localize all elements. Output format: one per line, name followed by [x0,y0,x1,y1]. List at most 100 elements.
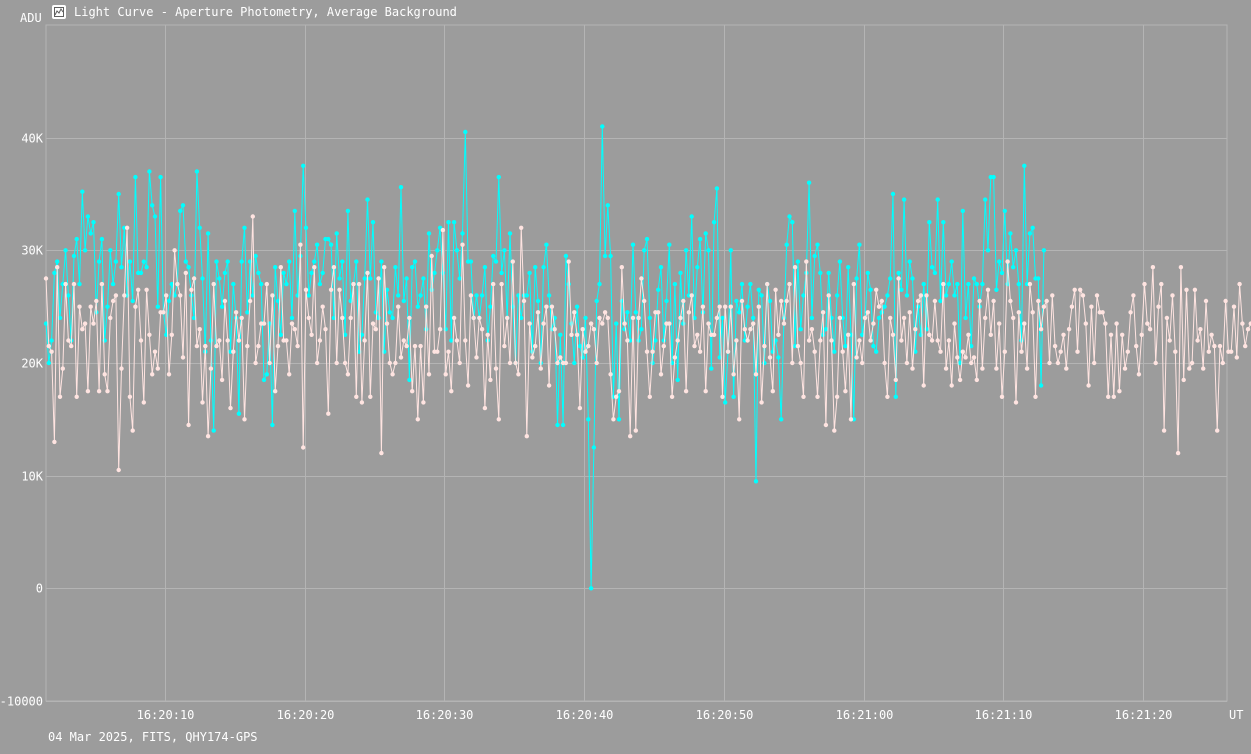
data-point [991,174,996,180]
data-point [124,225,130,230]
data-point [342,360,348,366]
x-tick-label: 16:20:10 [137,708,195,722]
data-point [985,287,991,292]
data-point [1072,287,1077,292]
data-point [751,315,756,321]
data-point [932,270,938,276]
data-point [451,220,457,225]
data-point [365,197,370,202]
data-point [955,281,960,287]
data-point [479,327,485,332]
data-point [239,259,244,264]
data-point [723,304,728,309]
data-point [628,434,633,439]
data-point [1111,394,1117,399]
data-point [463,338,468,343]
data-point [860,332,865,337]
data-point [519,225,524,230]
data-point [935,197,940,202]
data-point [208,366,214,371]
data-point [256,270,261,276]
data-point [108,248,113,253]
data-point [222,270,228,276]
data-point [493,259,499,264]
data-point [832,349,837,354]
data-point [200,400,205,405]
data-point [533,265,538,270]
x-tick-label: 16:21:10 [975,708,1033,722]
data-point [1106,394,1111,399]
data-point [175,281,180,287]
data-point [594,360,599,366]
data-point [1114,321,1119,326]
data-point [600,124,605,129]
data-point [88,231,93,236]
data-point [63,248,68,253]
data-point [672,281,678,287]
data-point [505,315,510,321]
data-point [1044,298,1049,304]
data-point [368,394,373,399]
data-point [728,304,733,309]
data-point [952,293,957,298]
data-point [191,276,197,281]
data-point [860,360,865,366]
data-point [893,394,898,399]
data-point [421,276,426,281]
data-point [390,315,395,321]
data-point [720,315,725,321]
data-point [770,389,775,394]
data-point [197,225,202,230]
data-point [1002,208,1007,214]
data-point [203,343,208,349]
data-point [832,428,837,433]
data-point [320,270,325,276]
data-point [820,310,826,315]
data-point [393,360,398,366]
data-point [273,389,278,394]
data-point [949,383,954,388]
data-point [443,327,448,332]
data-point [351,281,356,287]
data-point [904,360,910,366]
data-point [376,315,381,321]
data-point [200,276,205,281]
data-point [1016,310,1021,315]
data-point [437,327,443,332]
data-point [614,394,619,399]
data-point [1128,310,1133,315]
data-point [256,343,261,349]
data-point [326,236,331,242]
data-point [678,315,683,321]
data-point [66,293,71,298]
data-point [896,270,901,276]
x-tick-label: 16:20:40 [556,708,614,722]
data-point [1206,349,1212,354]
data-point [583,349,588,354]
data-point [289,315,295,321]
data-point [787,281,792,287]
data-point [949,259,954,264]
chart-icon[interactable] [52,5,66,19]
data-point [865,270,870,276]
data-point [1055,360,1061,366]
data-point [71,253,77,259]
data-point [396,293,401,298]
data-point [714,186,720,191]
data-point [133,174,138,180]
data-point [1103,321,1108,326]
data-point [544,242,549,247]
data-point [586,343,591,349]
data-point [312,259,317,264]
data-point [421,400,426,405]
data-point [186,422,191,428]
data-point [890,332,896,337]
data-point [245,343,250,349]
data-point [549,304,555,309]
data-point [955,355,960,360]
data-point [161,310,166,315]
comparison-series-line [45,216,1251,471]
data-point [1027,231,1033,236]
data-point [1175,450,1181,456]
data-point [781,321,787,326]
